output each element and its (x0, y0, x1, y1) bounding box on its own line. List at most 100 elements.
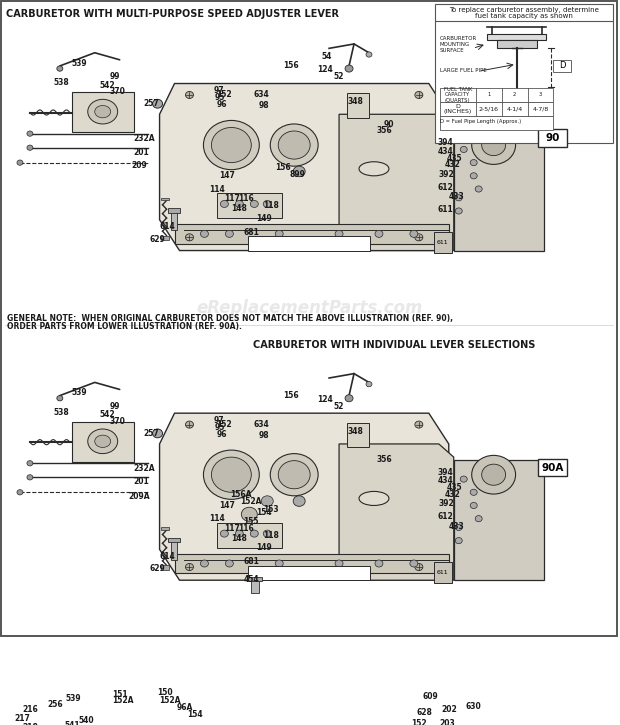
Circle shape (211, 128, 251, 162)
Text: D: D (559, 62, 565, 70)
Text: 149: 149 (257, 543, 272, 552)
Text: 432: 432 (445, 489, 461, 499)
Text: 98: 98 (259, 431, 270, 439)
Bar (161, 198, 169, 200)
Circle shape (482, 464, 505, 485)
Circle shape (203, 120, 259, 170)
Text: ORDER PARTS FROM LOWER ILLUSTRATION (REF. 90A).: ORDER PARTS FROM LOWER ILLUSTRATION (REF… (7, 322, 242, 331)
Text: 356: 356 (376, 455, 392, 464)
Text: 96: 96 (216, 100, 227, 109)
Circle shape (226, 231, 233, 237)
Circle shape (470, 489, 477, 495)
Circle shape (470, 502, 477, 508)
Circle shape (27, 460, 33, 466)
Circle shape (450, 717, 458, 724)
Text: 612: 612 (438, 513, 454, 521)
Text: 256: 256 (47, 700, 63, 708)
FancyBboxPatch shape (434, 232, 452, 253)
Bar (167, 538, 180, 542)
Text: 152: 152 (411, 719, 427, 725)
Text: 634: 634 (254, 91, 269, 99)
Text: 153: 153 (264, 505, 279, 514)
Text: FUEL TANK
CAPACITY
(QUARTS): FUEL TANK CAPACITY (QUARTS) (443, 87, 472, 103)
Polygon shape (454, 460, 544, 580)
Bar (440, 116, 554, 130)
Text: 2-5/16: 2-5/16 (479, 107, 498, 112)
Text: 117: 117 (224, 524, 241, 533)
Circle shape (482, 135, 505, 156)
Text: 118: 118 (264, 531, 279, 540)
Ellipse shape (359, 492, 389, 505)
Circle shape (470, 160, 477, 166)
Bar (347, 423, 369, 447)
Circle shape (293, 166, 305, 177)
Text: 154: 154 (257, 508, 272, 517)
Text: 156: 156 (283, 391, 299, 400)
Text: 98: 98 (259, 101, 270, 110)
Text: 97: 97 (214, 415, 224, 425)
Text: 539: 539 (65, 695, 81, 703)
Bar (161, 528, 169, 530)
Text: 116: 116 (239, 524, 254, 533)
Text: 152: 152 (216, 91, 232, 99)
Bar (167, 208, 180, 212)
Text: 392: 392 (439, 500, 454, 508)
Circle shape (375, 231, 383, 237)
Text: 257: 257 (144, 99, 159, 108)
Text: 150: 150 (157, 688, 172, 697)
Text: 90: 90 (384, 120, 394, 129)
Text: 202: 202 (441, 705, 457, 714)
Bar (174, 224, 449, 244)
Text: 114: 114 (210, 184, 225, 194)
Text: 614: 614 (160, 223, 175, 231)
Text: 152A: 152A (112, 696, 133, 705)
Text: 611: 611 (437, 570, 449, 575)
Circle shape (275, 231, 283, 237)
Circle shape (415, 234, 423, 241)
Text: 54: 54 (322, 51, 332, 61)
Circle shape (293, 496, 305, 506)
Bar (161, 236, 169, 240)
Circle shape (472, 455, 516, 494)
Circle shape (275, 560, 283, 567)
Bar (251, 579, 259, 593)
Text: 629: 629 (149, 235, 166, 244)
Circle shape (220, 530, 228, 537)
Text: 90A: 90A (541, 463, 564, 473)
Circle shape (153, 429, 162, 438)
Text: 232A: 232A (134, 464, 156, 473)
Text: 124: 124 (317, 65, 333, 74)
Text: CARBURETOR WITH INDIVIDUAL LEVER SELECTIONS: CARBURETOR WITH INDIVIDUAL LEVER SELECTI… (253, 340, 535, 350)
Text: 148: 148 (231, 534, 247, 542)
Circle shape (465, 721, 472, 725)
Bar (487, 34, 546, 40)
Text: 149: 149 (257, 214, 272, 223)
Text: 611: 611 (437, 240, 449, 245)
Circle shape (117, 700, 123, 705)
Text: 370: 370 (110, 87, 126, 96)
Circle shape (17, 489, 23, 495)
Text: 540: 540 (79, 716, 95, 725)
Circle shape (366, 381, 372, 387)
Text: 392: 392 (439, 170, 454, 178)
Circle shape (278, 460, 310, 489)
Circle shape (236, 200, 243, 207)
Circle shape (270, 454, 318, 496)
Text: 454: 454 (244, 575, 259, 584)
Text: D
(INCHES): D (INCHES) (444, 104, 472, 115)
Circle shape (455, 524, 463, 531)
Text: 634: 634 (254, 420, 269, 429)
Text: 124: 124 (317, 394, 333, 404)
Bar (159, 695, 180, 714)
Text: 257: 257 (144, 429, 159, 438)
Text: D = Fuel Pipe Length (Approx.): D = Fuel Pipe Length (Approx.) (440, 119, 521, 124)
Circle shape (278, 131, 310, 159)
Bar (170, 541, 177, 560)
Bar (440, 102, 554, 116)
Text: 538: 538 (54, 78, 69, 87)
Text: 95: 95 (214, 423, 224, 432)
Text: 147: 147 (219, 501, 236, 510)
Text: 201: 201 (134, 148, 149, 157)
Text: 433: 433 (449, 522, 464, 531)
Circle shape (185, 234, 193, 241)
